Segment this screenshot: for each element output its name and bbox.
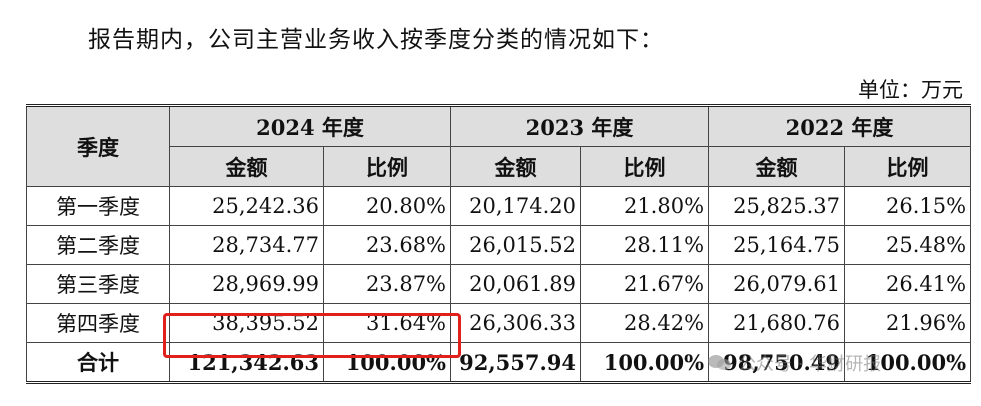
header-quarter: 季度 <box>26 105 170 187</box>
header-amount: 金额 <box>450 146 582 187</box>
cell-amount-2022: 26,079.61 <box>708 264 846 304</box>
table-row-q3: 第三季度 28,969.99 23.87% 20,061.89 21.67% 2… <box>26 264 972 304</box>
unit-label: 单位：万元 <box>858 78 963 102</box>
header-amount: 金额 <box>708 146 846 187</box>
header-ratio: 比例 <box>580 146 710 187</box>
header-year-2023: 2023 年度 <box>450 105 710 147</box>
cell-ratio-2022: 26.15% <box>844 186 972 226</box>
cell-amount-2023: 20,174.20 <box>450 186 582 226</box>
watermark: 公众号 · 华财研报 <box>708 350 881 376</box>
cell-ratio-2023: 21.80% <box>580 186 710 226</box>
cell-amount-2023: 26,306.33 <box>450 303 582 343</box>
cell-ratio-2023: 100.00% <box>580 342 710 383</box>
header-row-years: 季度 2024 年度 2023 年度 2022 年度 <box>26 105 972 187</box>
cell-amount-2023: 92,557.94 <box>450 342 582 383</box>
header-ratio: 比例 <box>322 146 452 187</box>
cell-amount-2024: 28,969.99 <box>169 264 324 304</box>
cell-ratio-2024: 31.64% <box>322 303 452 343</box>
cell-ratio-2024: 23.87% <box>322 264 452 304</box>
header-year-2022: 2022 年度 <box>708 105 972 147</box>
header-ratio: 比例 <box>844 146 972 187</box>
cell-amount-2022: 25,164.75 <box>708 225 846 265</box>
table-row-q2: 第二季度 28,734.77 23.68% 26,015.52 28.11% 2… <box>26 225 972 265</box>
table-row-q1: 第一季度 25,242.36 20.80% 20,174.20 21.80% 2… <box>26 186 972 226</box>
row-label: 第四季度 <box>26 303 170 343</box>
cell-ratio-2023: 28.11% <box>580 225 710 265</box>
cell-amount-2023: 20,061.89 <box>450 264 582 304</box>
cell-ratio-2022: 25.48% <box>844 225 972 265</box>
intro-text: 报告期内，公司主营业务收入按季度分类的情况如下： <box>88 27 664 53</box>
watermark-text: 公众号 · 华财研报 <box>738 354 882 375</box>
cell-ratio-2022: 100.00% <box>844 342 972 383</box>
cell-amount-2024: 121,342.63 <box>169 342 324 383</box>
cell-amount-2022: 25,825.37 <box>708 186 846 226</box>
row-label: 合计 <box>26 342 170 383</box>
cell-ratio-2024: 100.00% <box>322 342 452 383</box>
header-year-2024: 2024 年度 <box>168 105 452 147</box>
row-label: 第二季度 <box>26 225 170 265</box>
cell-ratio-2024: 20.80% <box>322 186 452 226</box>
cell-ratio-2023: 28.42% <box>580 303 710 343</box>
header-amount: 金额 <box>169 146 324 187</box>
table-row-q4: 第四季度 38,395.52 31.64% 26,306.33 28.42% 2… <box>26 303 972 343</box>
row-label: 第一季度 <box>26 186 170 226</box>
wechat-icon <box>708 353 732 373</box>
cell-amount-2023: 26,015.52 <box>450 225 582 265</box>
cell-amount-2024: 28,734.77 <box>169 225 324 265</box>
cell-ratio-2024: 23.68% <box>322 225 452 265</box>
row-label: 第三季度 <box>26 264 170 304</box>
cell-ratio-2022: 21.96% <box>844 303 972 343</box>
quarterly-revenue-table: 季度 2024 年度 2023 年度 2022 年度 金额 比例 金额 比例 金… <box>26 104 972 384</box>
cell-amount-2024: 38,395.52 <box>169 303 324 343</box>
cell-amount-2024: 25,242.36 <box>169 186 324 226</box>
header-row-sub: 金额 比例 金额 比例 金额 比例 <box>27 146 972 187</box>
cell-ratio-2022: 26.41% <box>844 264 972 304</box>
cell-ratio-2023: 21.67% <box>580 264 710 304</box>
cell-amount-2022: 21,680.76 <box>708 303 846 343</box>
